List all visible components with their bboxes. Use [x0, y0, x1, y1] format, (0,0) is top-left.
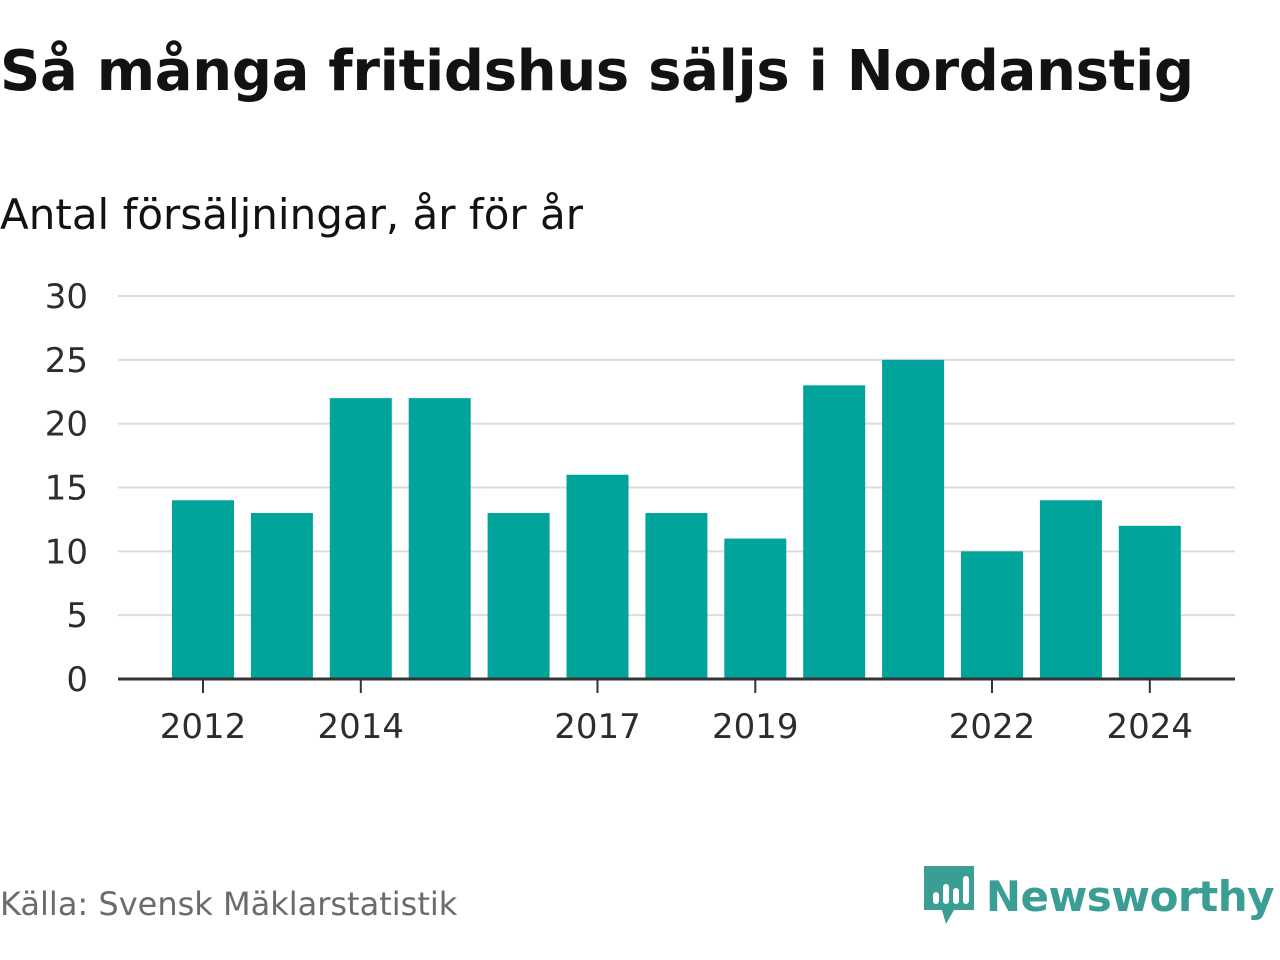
bar-2016	[487, 513, 550, 679]
x-tick-label: 2024	[1107, 707, 1194, 747]
x-tick-label: 2019	[712, 707, 799, 747]
y-tick-label: 10	[45, 532, 88, 572]
bar-2014	[329, 398, 392, 679]
y-tick-label: 30	[45, 277, 88, 317]
x-tick-label: 2017	[554, 707, 641, 747]
bar-2018	[645, 513, 708, 679]
bar-2012	[172, 500, 234, 679]
x-axis	[118, 677, 1235, 693]
bar-2015	[408, 398, 471, 679]
bar-2022	[961, 551, 1023, 679]
y-tick-label: 5	[66, 596, 88, 636]
speech-bubble-bar-chart-icon	[923, 866, 974, 924]
x-tick-label: 2022	[949, 707, 1036, 747]
newsworthy-logo: Newsworthy	[923, 864, 1275, 928]
y-tick-label: 0	[66, 660, 88, 700]
x-tick-label: 2014	[318, 707, 405, 747]
x-tick-label: 2012	[160, 707, 247, 747]
bar-2023	[1039, 500, 1102, 679]
bar-2024	[1118, 525, 1181, 679]
bar-2020	[803, 385, 866, 679]
bar-2013	[250, 513, 313, 679]
y-tick-label: 20	[45, 405, 88, 445]
source-note: Källa: Svensk Mäklarstatistik	[0, 885, 458, 923]
bar-2019	[724, 538, 787, 679]
bar-chart: 0 5 10 15 20 25 30 2012 2014 2017 2019 2022 2024	[45, 277, 1235, 747]
logo-text: Newsworthy	[985, 871, 1275, 921]
x-tick-labels: 2012 2014 2017 2019 2022 2024	[160, 707, 1193, 747]
bar-2017	[566, 474, 629, 679]
y-tick-labels: 0 5 10 15 20 25 30	[45, 277, 88, 700]
y-tick-label: 25	[45, 341, 88, 381]
bars	[172, 359, 1181, 679]
chart-subtitle: Antal försäljningar, år för år	[0, 190, 584, 239]
y-tick-label: 15	[45, 469, 88, 509]
bar-2021	[882, 359, 945, 679]
chart-title: Så många fritidshus säljs i Nordanstig	[0, 39, 1194, 104]
